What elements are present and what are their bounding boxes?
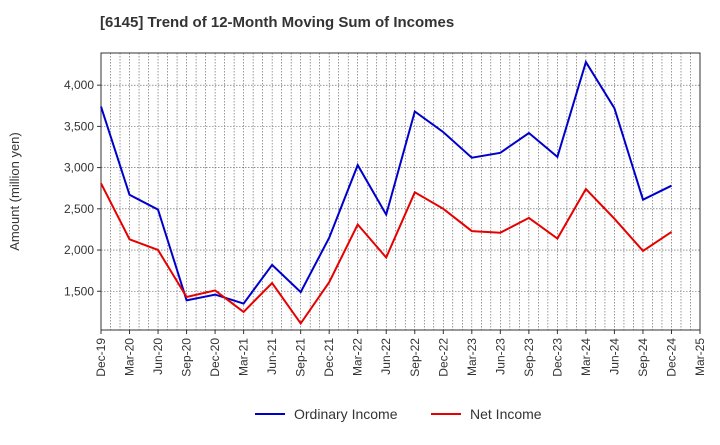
legend-label: Ordinary Income [294, 406, 398, 422]
x-tick-label: Jun-21 [265, 338, 279, 375]
x-tick-label: Sep-20 [180, 338, 194, 377]
x-tick-label: Jun-23 [493, 338, 507, 375]
x-tick-label: Dec-20 [208, 338, 222, 377]
data-point [613, 107, 615, 109]
x-tick-label: Dec-24 [664, 338, 678, 377]
data-point [385, 256, 387, 258]
data-point [157, 249, 159, 251]
x-tick-label: Dec-23 [550, 338, 564, 377]
x-tick-label: Mar-22 [351, 338, 365, 376]
plot-frame [100, 52, 701, 331]
data-point [129, 238, 131, 240]
data-point [471, 230, 473, 232]
data-point [585, 188, 587, 190]
data-point [271, 264, 273, 266]
data-point [585, 61, 587, 63]
data-point [300, 322, 302, 324]
x-tick-label: Mar-24 [579, 338, 593, 376]
x-tick-label: Sep-22 [408, 338, 422, 377]
data-point [328, 281, 330, 283]
y-axis-label: Amount (million yen) [7, 132, 22, 251]
series-line-ordinary-income [100, 59, 672, 305]
x-tick-label: Mar-25 [693, 338, 707, 376]
y-tick-label: 2,000 [64, 243, 94, 257]
x-tick-label: Dec-22 [436, 338, 450, 377]
data-point [243, 303, 245, 305]
data-point [100, 182, 102, 184]
data-point [357, 164, 359, 166]
data-point [157, 209, 159, 211]
data-point [670, 185, 672, 187]
x-tick-label: Jun-24 [607, 338, 621, 375]
y-tick-label: 3,000 [64, 161, 94, 175]
x-tick-label: Sep-24 [636, 338, 650, 377]
data-point [642, 250, 644, 252]
data-point [186, 299, 188, 301]
x-tick-label: Jun-20 [151, 338, 165, 375]
x-tick-label: Sep-23 [522, 338, 536, 377]
data-point [357, 223, 359, 225]
chart-title: [6145] Trend of 12-Month Moving Sum of I… [100, 14, 455, 31]
data-point [214, 294, 216, 296]
data-point [499, 152, 501, 154]
data-point [442, 208, 444, 210]
data-point [243, 311, 245, 313]
x-tick-label: Sep-21 [294, 338, 308, 377]
data-point [556, 156, 558, 158]
y-tick-label: 2,500 [64, 202, 94, 216]
x-tick-label: Mar-20 [123, 338, 137, 376]
series-line-net-income [100, 182, 673, 326]
y-tick-label: 3,500 [64, 119, 94, 133]
data-point [385, 214, 387, 216]
data-point [271, 282, 273, 284]
data-point [613, 218, 615, 220]
data-point [670, 231, 672, 233]
data-point [214, 289, 216, 291]
data-point [129, 194, 131, 196]
data-point [442, 131, 444, 133]
x-tick-label: Dec-21 [322, 338, 336, 377]
data-point [100, 106, 102, 108]
x-tick-label: Jun-22 [379, 338, 393, 375]
data-point [300, 291, 302, 293]
data-point [414, 111, 416, 113]
y-tick-label: 1,500 [64, 284, 94, 298]
data-point [642, 199, 644, 201]
x-tick-label: Mar-21 [237, 338, 251, 376]
data-point [499, 232, 501, 234]
x-tick-label: Dec-19 [94, 338, 108, 377]
data-point [556, 237, 558, 239]
plot-area [101, 53, 700, 330]
data-point [528, 132, 530, 134]
data-point [471, 157, 473, 159]
y-tick-label: 4,000 [64, 78, 94, 92]
x-tick-label: Mar-23 [465, 338, 479, 376]
data-point [414, 191, 416, 193]
legend-label: Net Income [470, 406, 542, 422]
data-point [186, 296, 188, 298]
data-point [528, 217, 530, 219]
data-point [328, 237, 330, 239]
